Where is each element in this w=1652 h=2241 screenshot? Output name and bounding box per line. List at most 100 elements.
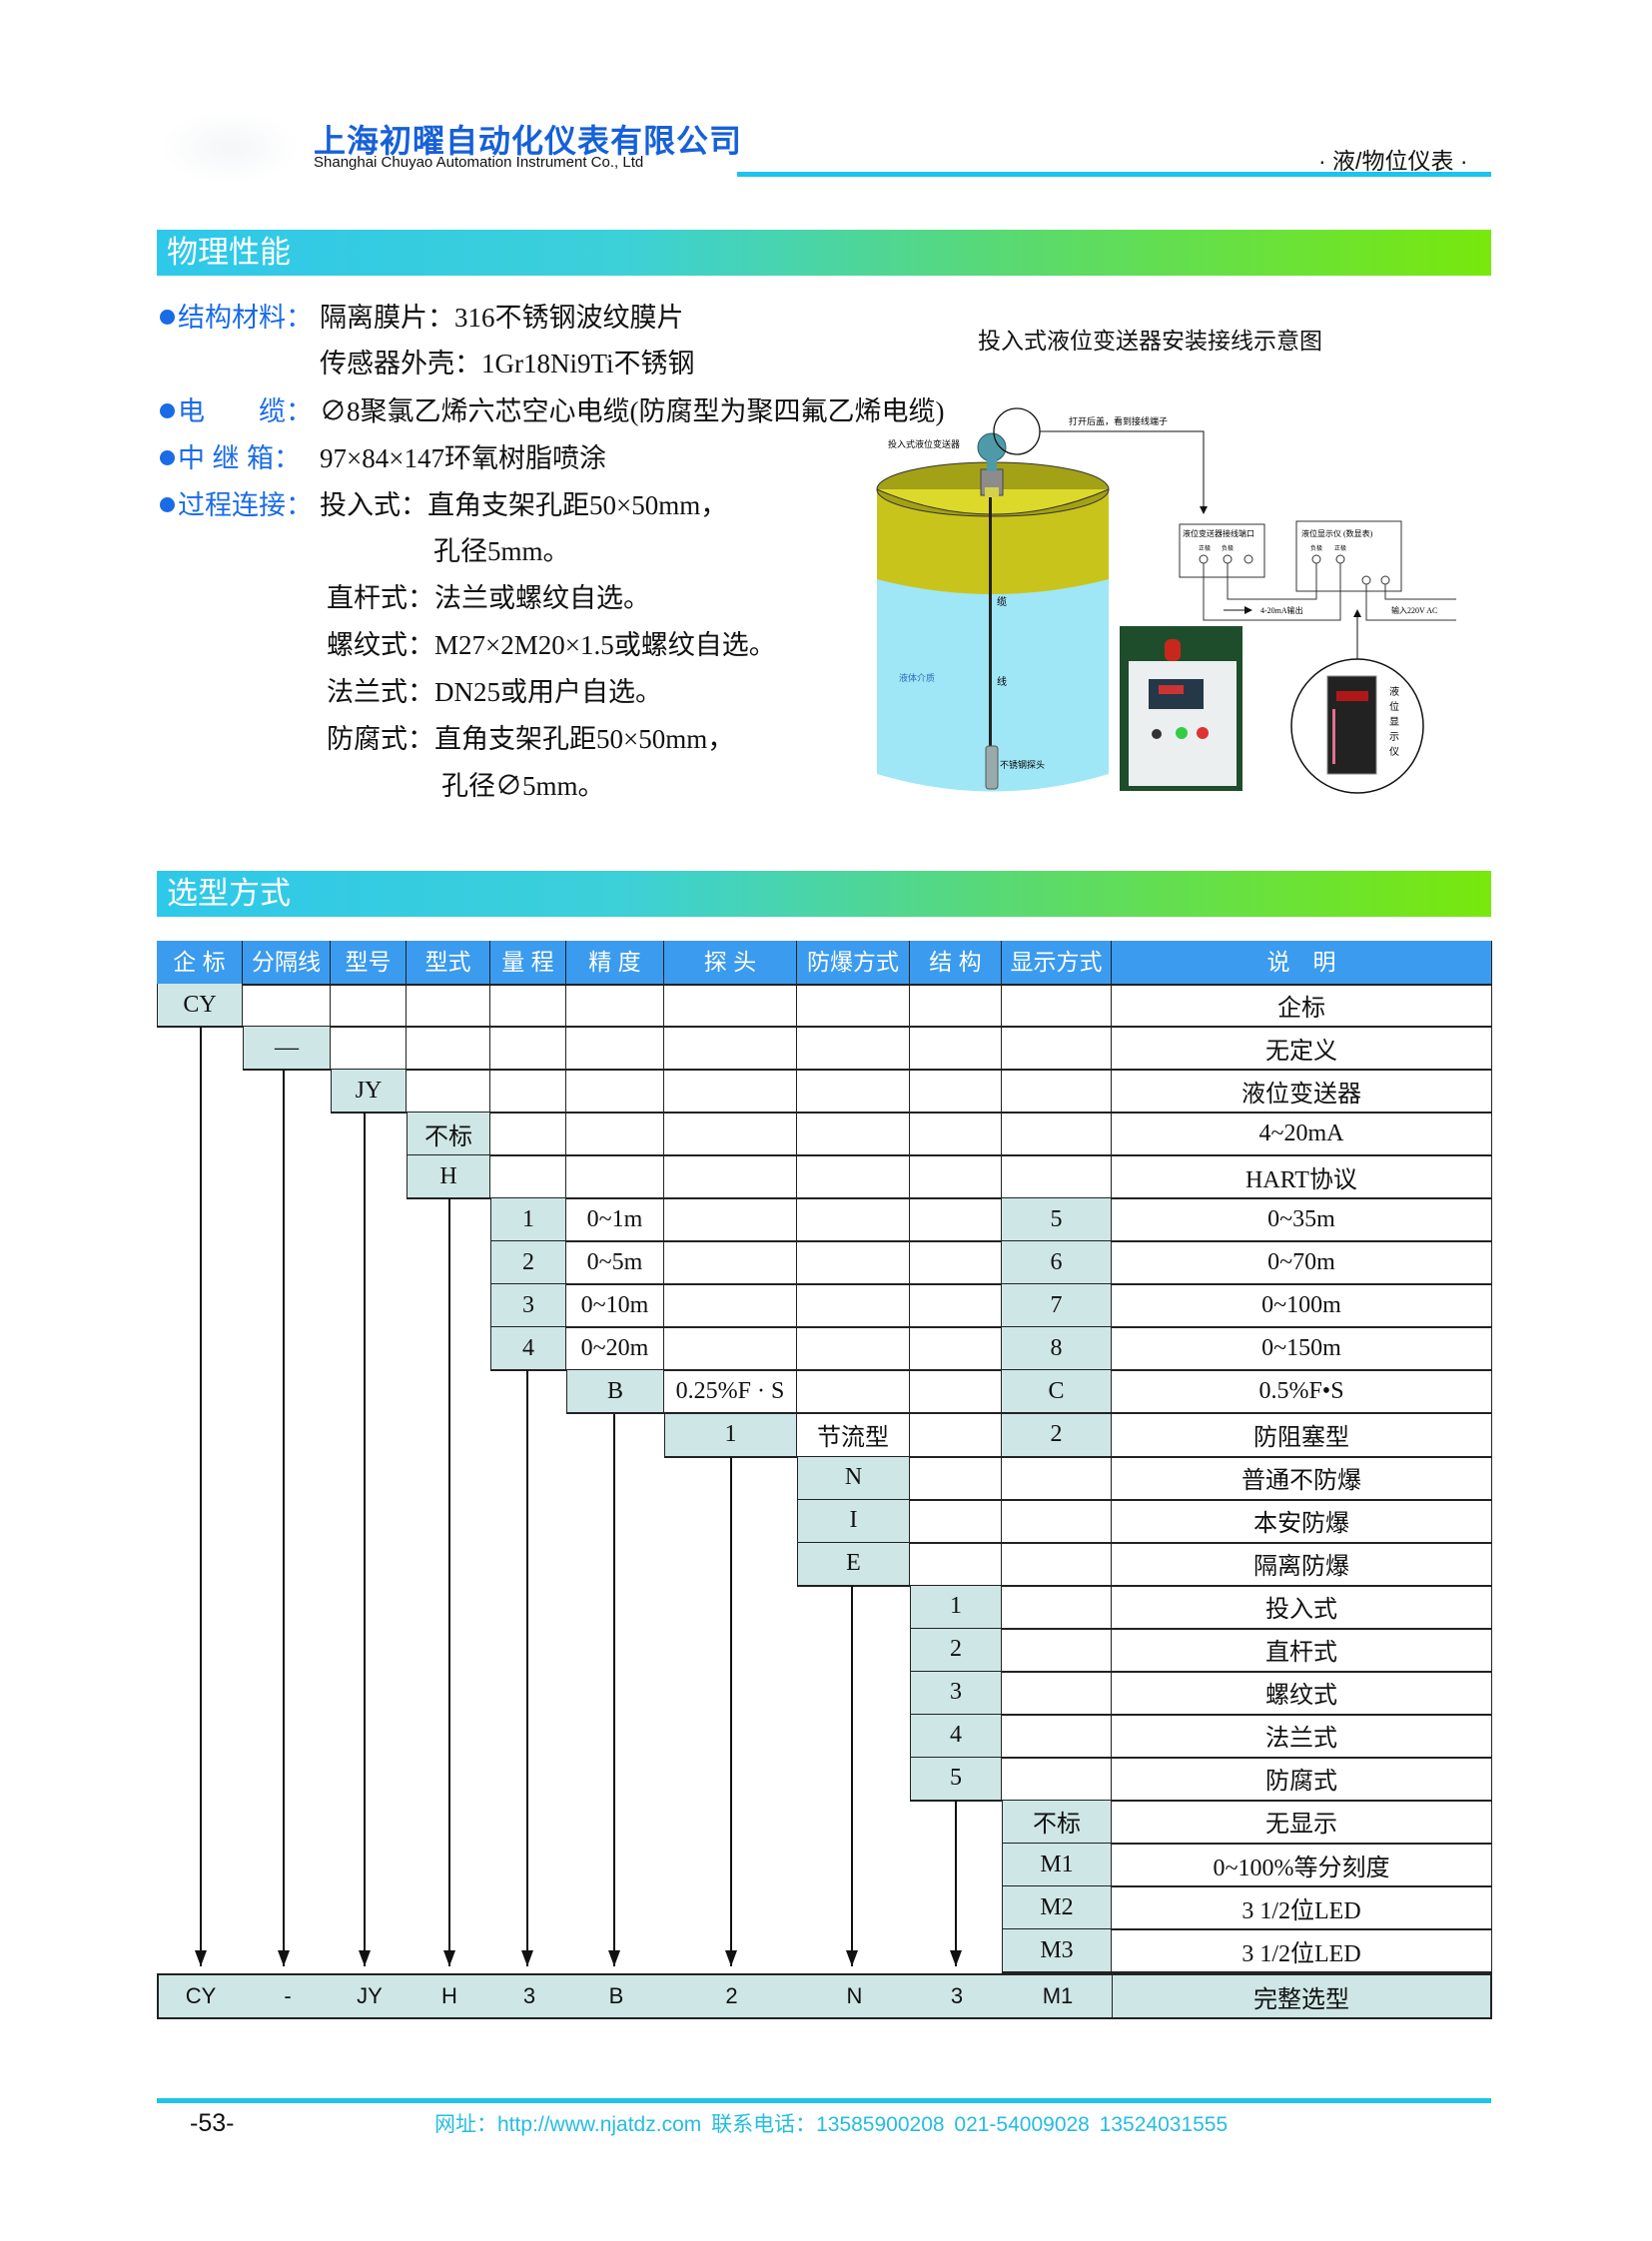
table-cell (1002, 1155, 1112, 1200)
code-cell: 8 (1002, 1327, 1112, 1372)
spec-label-text: 结构材料： (178, 303, 313, 333)
page-number: -53- (190, 2109, 235, 2137)
arrow-down-icon (724, 1950, 737, 1967)
code-cell: M1 (1002, 1844, 1112, 1888)
table-header-cell: 型式 (407, 941, 490, 984)
description-cell: 无定义 (1112, 1027, 1492, 1072)
selection-connector-line (955, 1800, 957, 1967)
table-header-cell: 显示方式 (1002, 941, 1112, 984)
code-cell: 3 (490, 1284, 566, 1329)
arrow-down-icon (845, 1950, 858, 1967)
spec-value: 法兰式：DN25或用户自选。 (327, 677, 662, 707)
table-cell (490, 1155, 566, 1200)
example-code: M1 (1004, 1975, 1112, 2018)
table-cell (910, 1113, 1002, 1157)
arrow-down-icon (520, 1950, 533, 1967)
example-code: JY (333, 1975, 407, 2018)
description-cell: 无显示 (1112, 1800, 1492, 1845)
code-cell: 2 (910, 1628, 1002, 1673)
label-transmitter: 投入式液位变送器 (888, 438, 960, 449)
code-cell: 3 (910, 1671, 1002, 1716)
table-cell (490, 1070, 566, 1115)
example-code: 2 (666, 1975, 797, 2018)
table-cell (797, 1113, 910, 1157)
table-cell (910, 1370, 1002, 1415)
code-cell: CY (157, 984, 243, 1029)
table-cell (1002, 1542, 1112, 1587)
transmitter-icon (977, 432, 1007, 497)
code-cell: 5 (910, 1757, 1002, 1802)
section-title-physical: 物理性能 (157, 230, 1491, 276)
table-cell (1002, 1671, 1112, 1716)
selection-connector-line (730, 1456, 732, 1967)
code-cell: N (797, 1456, 910, 1501)
description-cell: 普通不防爆 (1112, 1456, 1492, 1501)
description-cell: 3 1/2位LED (1112, 1929, 1492, 1974)
code-cell: 1 (910, 1585, 1002, 1630)
table-cell (910, 1241, 1002, 1286)
table-cell (797, 1155, 910, 1200)
table-cell (664, 984, 797, 1029)
table-cell (1002, 1027, 1112, 1072)
label-open-cover: 打开后盖，看到接线端子 (1069, 415, 1168, 426)
header-divider (737, 172, 1491, 177)
example-code: 3 (912, 1975, 1002, 2018)
arrow-down-icon (949, 1950, 962, 1967)
table-cell (490, 1027, 566, 1072)
table-header-cell: 精 度 (566, 941, 664, 984)
table-cell (797, 1070, 910, 1115)
tank (876, 461, 1110, 792)
label-cable-2: 线 (997, 675, 1007, 688)
table-cell: 0~10m (566, 1284, 664, 1329)
table-cell (664, 1284, 797, 1329)
table-cell (490, 984, 566, 1029)
description-cell: HART协议 (1112, 1155, 1492, 1200)
svg-text:位: 位 (1389, 700, 1399, 713)
table-cell (910, 1027, 1002, 1072)
spec-label: 过程连接： (160, 483, 313, 522)
table-cell (1002, 1585, 1112, 1630)
section-title-selection: 选型方式 (157, 871, 1491, 917)
table-cell (664, 1113, 797, 1157)
probe-icon (985, 745, 999, 790)
code-cell: H (407, 1155, 490, 1200)
cable (989, 494, 992, 749)
svg-text:显: 显 (1389, 716, 1399, 728)
code-cell: 5 (1002, 1198, 1112, 1243)
table-cell (664, 1241, 797, 1286)
code-cell: 4 (910, 1714, 1002, 1759)
table-cell (566, 1113, 664, 1157)
table-cell (910, 1542, 1002, 1587)
spec-label-text: 中 继 箱： (178, 443, 302, 473)
spec-value: 投入式：直角支架孔距50×50mm， (320, 490, 728, 520)
control-panel-photo (1120, 626, 1242, 791)
label-power: 输入220V AC (1391, 605, 1437, 615)
table-cell (664, 1155, 797, 1200)
table-cell (1002, 1456, 1112, 1501)
svg-text:负极: 负极 (1222, 544, 1234, 552)
label-output: 4-20mA输出 (1260, 605, 1303, 615)
table-header-cell: 量 程 (490, 941, 566, 984)
table-cell (407, 1070, 490, 1115)
label-probe: 不锈钢探头 (1000, 759, 1045, 770)
description-cell: 0.5%F•S (1112, 1370, 1492, 1415)
code-cell: B (566, 1370, 664, 1415)
table-cell (797, 1198, 910, 1243)
code-cell: M3 (1002, 1929, 1112, 1974)
code-cell: 2 (490, 1241, 566, 1286)
table-cell (664, 1027, 797, 1072)
table-cell (797, 1370, 910, 1415)
svg-text:液位显示仪 (数显表): 液位显示仪 (数显表) (1301, 528, 1373, 538)
svg-text:正极: 正极 (1199, 544, 1211, 552)
table-header-cell: 防爆方式 (797, 941, 910, 984)
table-header-cell: 分隔线 (243, 941, 331, 984)
example-code: CY (159, 1975, 243, 2018)
table-cell (1002, 1757, 1112, 1802)
bullet-icon (160, 450, 175, 465)
arrow-down-icon (442, 1950, 455, 1967)
selection-connector-line (851, 1585, 853, 1967)
company-name-en: Shanghai Chuyao Automation Instrument Co… (314, 154, 644, 171)
svg-text:示: 示 (1389, 732, 1399, 743)
code-cell: 不标 (407, 1113, 490, 1157)
svg-text:仪: 仪 (1389, 746, 1399, 758)
